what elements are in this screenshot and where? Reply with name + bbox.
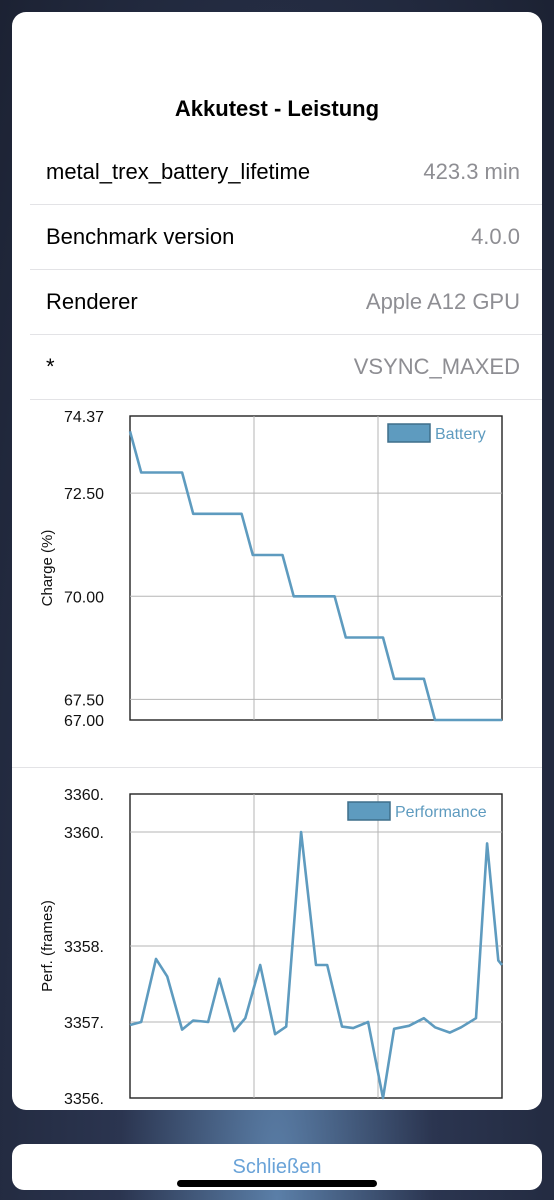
battery-chart: 74.37 72.50 70.00 67.50 67.00 Charge (%) Batte… — [12, 390, 542, 760]
row-value: VSYNC_MAXED — [353, 354, 520, 379]
info-row-test-name: metal_trex_battery_lifetime 423.3 min — [30, 140, 542, 205]
info-row-benchmark-version: Benchmark version 4.0.0 — [30, 205, 542, 270]
benchmark-result-sheet: Akkutest - Leistung metal_trex_battery_l… — [12, 12, 542, 1110]
page-title: Akkutest - Leistung — [174, 96, 380, 121]
home-indicator — [177, 1180, 377, 1187]
row-value: 4.0.0 — [471, 224, 520, 249]
legend-label: Battery — [435, 426, 486, 443]
divider — [12, 767, 542, 768]
y-tick-label: 72.50 — [64, 486, 104, 503]
performance-chart: 3360. 3360. 3358. 3357. 3356. Perf. (frames) P… — [12, 770, 542, 1110]
y-tick-label: 67.00 — [64, 713, 104, 730]
y-tick-label: 70.00 — [64, 589, 104, 606]
series-line — [129, 830, 504, 1100]
legend-label: Performance — [395, 804, 487, 821]
y-tick-label: 3360. — [64, 825, 104, 842]
legend-swatch — [347, 801, 391, 821]
y-tick-label: 3357. — [64, 1015, 104, 1032]
row-label: metal_trex_battery_lifetime — [46, 159, 311, 184]
y-tick-label: 67.50 — [64, 692, 104, 709]
y-tick-label: 3356. — [64, 1091, 104, 1108]
legend-swatch — [387, 423, 431, 443]
row-label: * — [46, 354, 55, 379]
y-tick-label: 3360. — [64, 787, 104, 804]
row-label: Benchmark version — [46, 224, 235, 249]
y-axis-label: Perf. (frames) — [39, 900, 56, 992]
plot-frame — [129, 415, 503, 721]
close-button[interactable]: Schließen — [232, 1156, 322, 1178]
info-row-renderer: Renderer Apple A12 GPU — [30, 270, 542, 335]
row-value: 423.3 min — [423, 159, 520, 184]
row-value: Apple A12 GPU — [365, 289, 520, 314]
row-label: Renderer — [46, 289, 138, 314]
y-axis-label: Charge (%) — [39, 530, 56, 607]
y-tick-label: 74.37 — [64, 409, 104, 426]
y-tick-label: 3358. — [64, 939, 104, 956]
info-row-flags: * VSYNC_MAXED — [30, 335, 542, 400]
